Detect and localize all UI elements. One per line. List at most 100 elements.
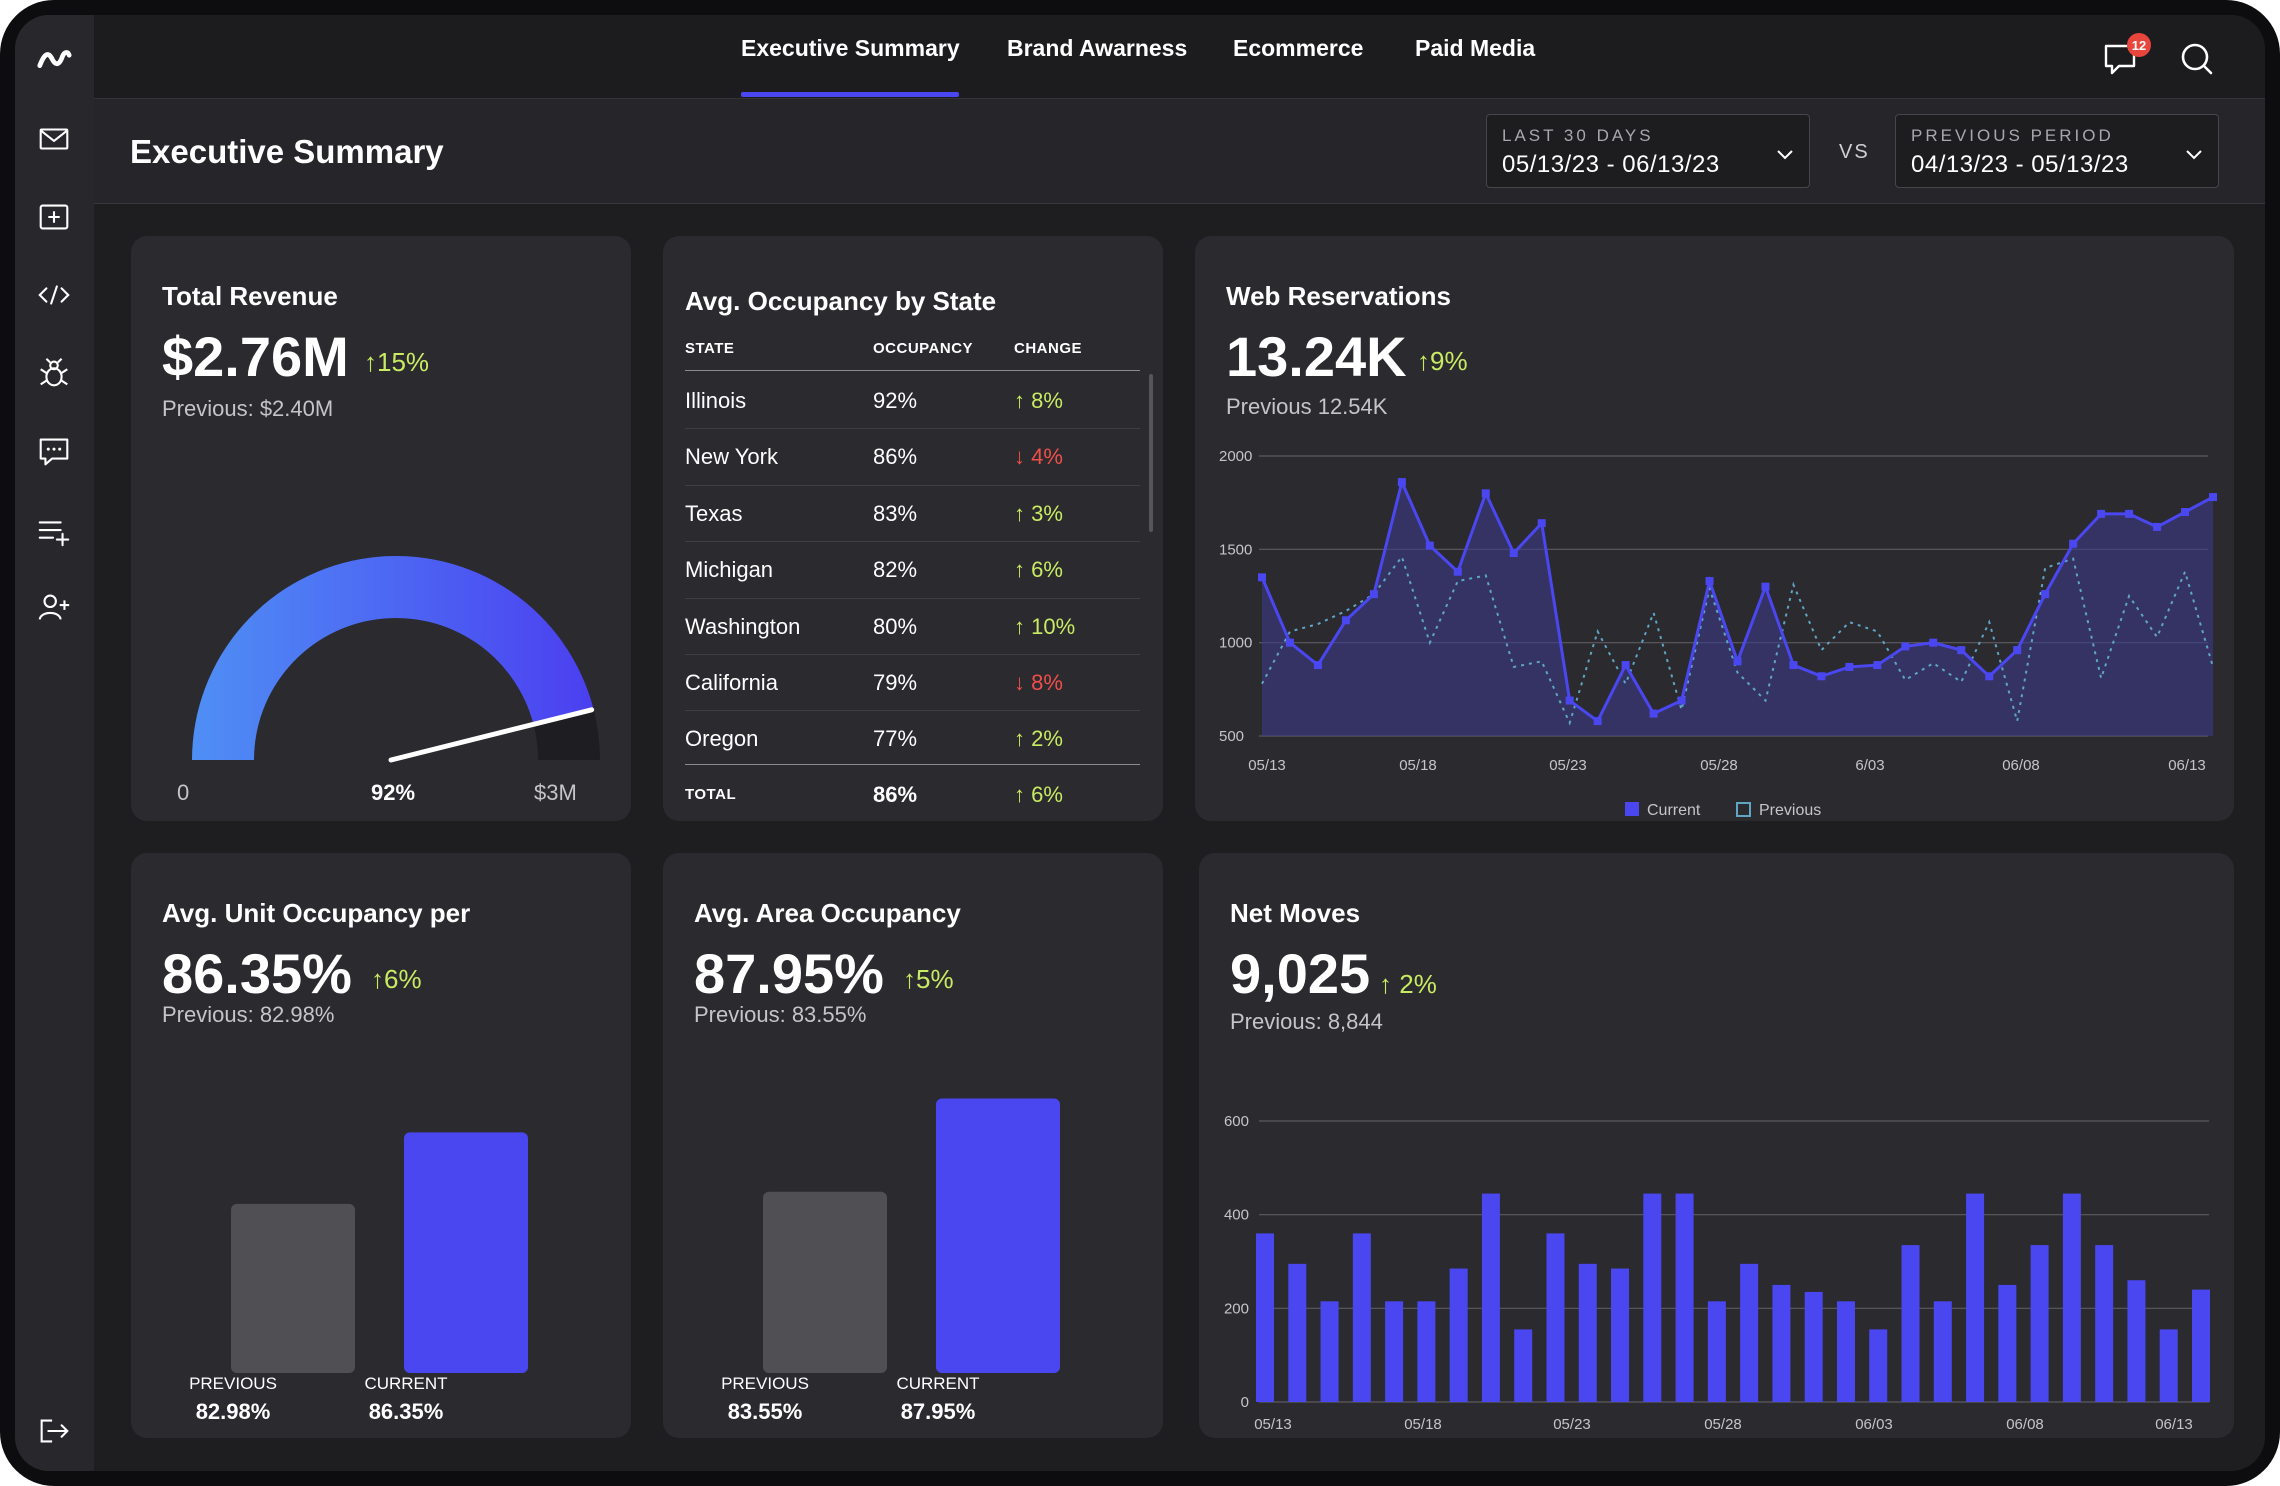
change-cell: ↑ 3% bbox=[1014, 500, 1063, 526]
occupancy-cell: 80% bbox=[873, 613, 918, 639]
tab-brand-awareness[interactable]: Brand Awarness bbox=[1007, 35, 1188, 61]
unit-occupancy-previous: Previous: 82.98% bbox=[162, 1002, 335, 1027]
logout-icon[interactable] bbox=[32, 1409, 76, 1453]
data-point bbox=[2069, 539, 2078, 548]
y-tick-label: 2000 bbox=[1219, 448, 1252, 465]
area-occupancy-change: ↑5% bbox=[903, 964, 954, 994]
change-cell: ↑ 6% bbox=[1014, 557, 1063, 583]
bar bbox=[1675, 1193, 1694, 1402]
x-tick-label: 06/03 bbox=[1855, 1416, 1893, 1433]
arrow-up-icon: ↑ bbox=[1014, 557, 1032, 583]
reservations-change: ↑9% bbox=[1417, 346, 1468, 376]
tab-executive-summary[interactable]: Executive Summary bbox=[741, 35, 960, 61]
code-icon[interactable] bbox=[32, 273, 76, 317]
chat-icon[interactable] bbox=[32, 429, 76, 473]
data-point bbox=[2153, 522, 2162, 531]
add-user-icon[interactable] bbox=[32, 585, 76, 629]
legend-previous-swatch bbox=[1736, 802, 1751, 817]
occupancy-cell: 79% bbox=[873, 670, 918, 695]
bar bbox=[2192, 1289, 2210, 1402]
state-cell: Washington bbox=[685, 613, 801, 639]
y-tick-label: 600 bbox=[1224, 1113, 1249, 1130]
bar-current-value: 87.95% bbox=[900, 1399, 976, 1424]
web-reservations-chart: 2000 1500 1000 500 Current Previous 05/13 05… bbox=[1219, 448, 2217, 819]
bar bbox=[1417, 1301, 1436, 1402]
data-point bbox=[1873, 661, 1882, 670]
bar bbox=[1578, 1263, 1597, 1402]
bar bbox=[1385, 1301, 1404, 1402]
vs-label: VS bbox=[1839, 141, 1870, 163]
logo-icon[interactable] bbox=[32, 37, 76, 81]
unit-occupancy-card: Avg. Unit Occupancy per 86.35% ↑6% Previ… bbox=[131, 853, 631, 1438]
tab-ecommerce[interactable]: Ecommerce bbox=[1233, 35, 1364, 61]
x-tick-label: 05/23 bbox=[1549, 757, 1587, 774]
bar bbox=[1740, 1263, 1759, 1402]
bar bbox=[2030, 1245, 2049, 1402]
arrow-up-icon: ↑ bbox=[371, 964, 384, 994]
revenue-gauge bbox=[192, 555, 600, 763]
change-cell: ↑ 8% bbox=[1014, 388, 1063, 413]
bug-icon[interactable] bbox=[32, 351, 76, 395]
x-tick-label: 05/23 bbox=[1553, 1416, 1591, 1433]
bar bbox=[1481, 1193, 1500, 1402]
legend-current-swatch bbox=[1625, 802, 1639, 816]
x-tick-label: 06/13 bbox=[2168, 757, 2206, 774]
total-revenue-card: Total Revenue $2.76M ↑15% Previous: $2.4… bbox=[131, 236, 631, 821]
add-box-icon[interactable] bbox=[32, 195, 76, 239]
table-scrollbar[interactable] bbox=[1149, 374, 1153, 532]
bar-current-label: CURRENT bbox=[364, 1374, 448, 1393]
gauge-max-label: $3M bbox=[534, 780, 577, 805]
bar bbox=[1449, 1268, 1468, 1402]
data-point bbox=[1369, 590, 1378, 599]
bar-current bbox=[936, 1098, 1060, 1373]
data-point bbox=[1258, 573, 1266, 582]
current-period-label: LAST 30 DAYS bbox=[1502, 126, 1654, 145]
data-point bbox=[2209, 493, 2217, 502]
x-tick-label: 06/08 bbox=[2002, 757, 2040, 774]
arrow-down-icon: ↓ bbox=[1014, 670, 1032, 695]
bar bbox=[1256, 1233, 1274, 1402]
area-occupancy-card: Avg. Area Occupancy 87.95% ↑5% Previous:… bbox=[663, 853, 1163, 1438]
add-list-icon[interactable] bbox=[32, 509, 76, 553]
data-point bbox=[1845, 662, 1854, 671]
gauge-value-label: 92% bbox=[371, 780, 416, 805]
bar-current-label: CURRENT bbox=[896, 1374, 980, 1393]
unit-occupancy-value: 86.35% bbox=[162, 942, 352, 1005]
current-period-select[interactable]: LAST 30 DAYS 05/13/23 - 06/13/23 bbox=[1486, 114, 1810, 188]
data-point bbox=[1285, 638, 1294, 647]
column-header-occupancy: OCCUPANCY bbox=[873, 340, 974, 357]
previous-period-value: 04/13/23 - 05/13/23 bbox=[1911, 151, 2129, 178]
gauge-min-label: 0 bbox=[177, 780, 190, 805]
change-cell: ↓ 8% bbox=[1014, 670, 1063, 695]
tab-paid-media[interactable]: Paid Media bbox=[1415, 35, 1536, 61]
state-cell: New York bbox=[685, 444, 778, 470]
data-point bbox=[2097, 509, 2106, 518]
data-point bbox=[1705, 577, 1714, 586]
chevron-down-icon bbox=[2186, 150, 2202, 160]
row-divider bbox=[685, 710, 1140, 712]
y-tick-label: 200 bbox=[1224, 1300, 1249, 1317]
y-tick-label: 500 bbox=[1219, 728, 1244, 745]
search-icon[interactable] bbox=[2175, 37, 2219, 81]
bar-previous-value: 82.98% bbox=[195, 1399, 271, 1424]
data-point bbox=[1313, 661, 1322, 670]
data-point bbox=[1677, 696, 1686, 705]
previous-period-select[interactable]: PREVIOUS PERIOD 04/13/23 - 05/13/23 bbox=[1895, 114, 2219, 188]
web-reservations-card: Web Reservations 13.24K ↑9% Previous 12.… bbox=[1195, 236, 2234, 821]
sidebar bbox=[15, 15, 94, 1471]
data-point bbox=[1817, 672, 1826, 681]
y-tick-label: 400 bbox=[1224, 1207, 1249, 1224]
series-previous-line bbox=[1261, 554, 2214, 726]
data-point bbox=[1509, 549, 1518, 558]
card-title: Total Revenue bbox=[162, 281, 338, 311]
data-point bbox=[1985, 672, 1994, 681]
legend-current-label: Current bbox=[1647, 802, 1701, 819]
series-current-area bbox=[1262, 482, 2213, 736]
net-moves-change: ↑ 2% bbox=[1379, 969, 1437, 999]
previous-period-label: PREVIOUS PERIOD bbox=[1911, 126, 2114, 145]
bar bbox=[1772, 1284, 1791, 1402]
revenue-value: $2.76M bbox=[162, 325, 349, 388]
mail-icon[interactable] bbox=[32, 117, 76, 161]
y-tick-label: 0 bbox=[1241, 1394, 1249, 1411]
arrow-down-icon: ↓ bbox=[1014, 444, 1032, 470]
